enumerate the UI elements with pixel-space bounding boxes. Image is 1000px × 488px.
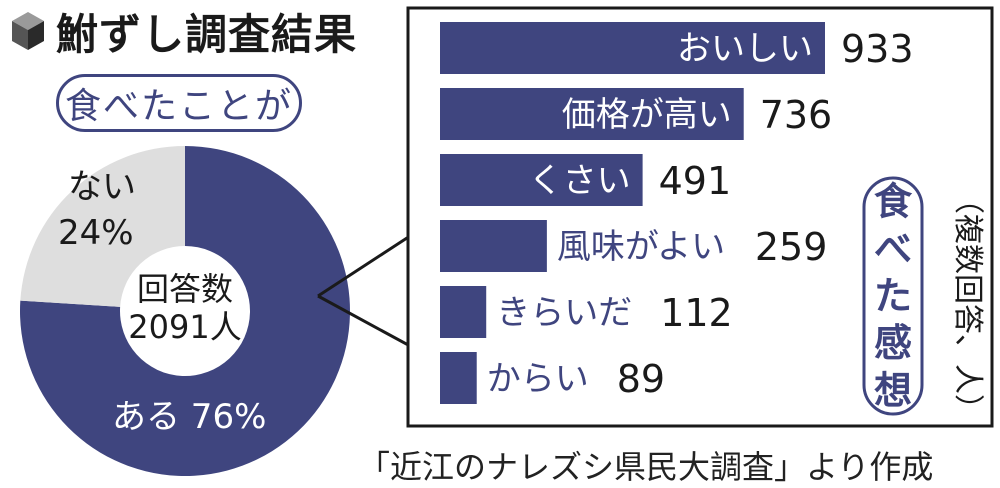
bar-5: [440, 286, 487, 338]
bar-value-3: 491: [659, 159, 732, 203]
center-label: 回答数: [137, 270, 233, 308]
bar-label-4: 風味がよい: [557, 227, 725, 267]
bar-chart: おいしい 933 価格が高い 736 くさい 491 風味がよい 259 きらいだ 112 からい 8…: [440, 22, 914, 404]
bar-label-3: くさい: [529, 161, 631, 201]
chart-note: （複数回答、人）: [950, 184, 985, 424]
bar-title-text: 食べた感想: [874, 180, 913, 413]
bar-value-4: 259: [755, 225, 828, 269]
center-value: 2091人: [128, 308, 241, 346]
bar-label-1: おいしい: [677, 29, 813, 69]
bar-chart-title: 食べた感想: [862, 176, 924, 416]
bar-3: [440, 154, 643, 206]
bar-2: [440, 88, 744, 140]
bar-6: [440, 352, 477, 404]
slice-label-aru: ある 76%: [112, 397, 266, 437]
bar-label-5: きらいだ: [496, 293, 632, 333]
bar-value-1: 933: [841, 27, 914, 71]
bar-value-5: 112: [660, 291, 733, 335]
donut-slice-1: [19, 146, 350, 476]
bar-label-6: からい: [487, 359, 589, 399]
slice-label-nai-value: 24%: [58, 213, 134, 253]
source-note: 「近江のナレズシ県民大調査」より作成: [358, 448, 934, 486]
donut-slice-2: [20, 146, 185, 307]
bar-1: [440, 22, 825, 74]
donut-label: 食べたことが: [56, 74, 302, 132]
bar-value-2: 736: [760, 93, 833, 137]
bar-label-2: 価格が高い: [562, 95, 732, 135]
slice-label-nai-name: ない: [68, 167, 136, 207]
cube-icon: [12, 12, 44, 50]
bar-value-6: 89: [617, 357, 665, 401]
title-bar: 鮒ずし調査結果: [8, 2, 357, 60]
bar-title-pill: [862, 176, 924, 416]
page-title: 鮒ずし調査結果: [56, 9, 358, 59]
bar-4: [440, 220, 547, 272]
